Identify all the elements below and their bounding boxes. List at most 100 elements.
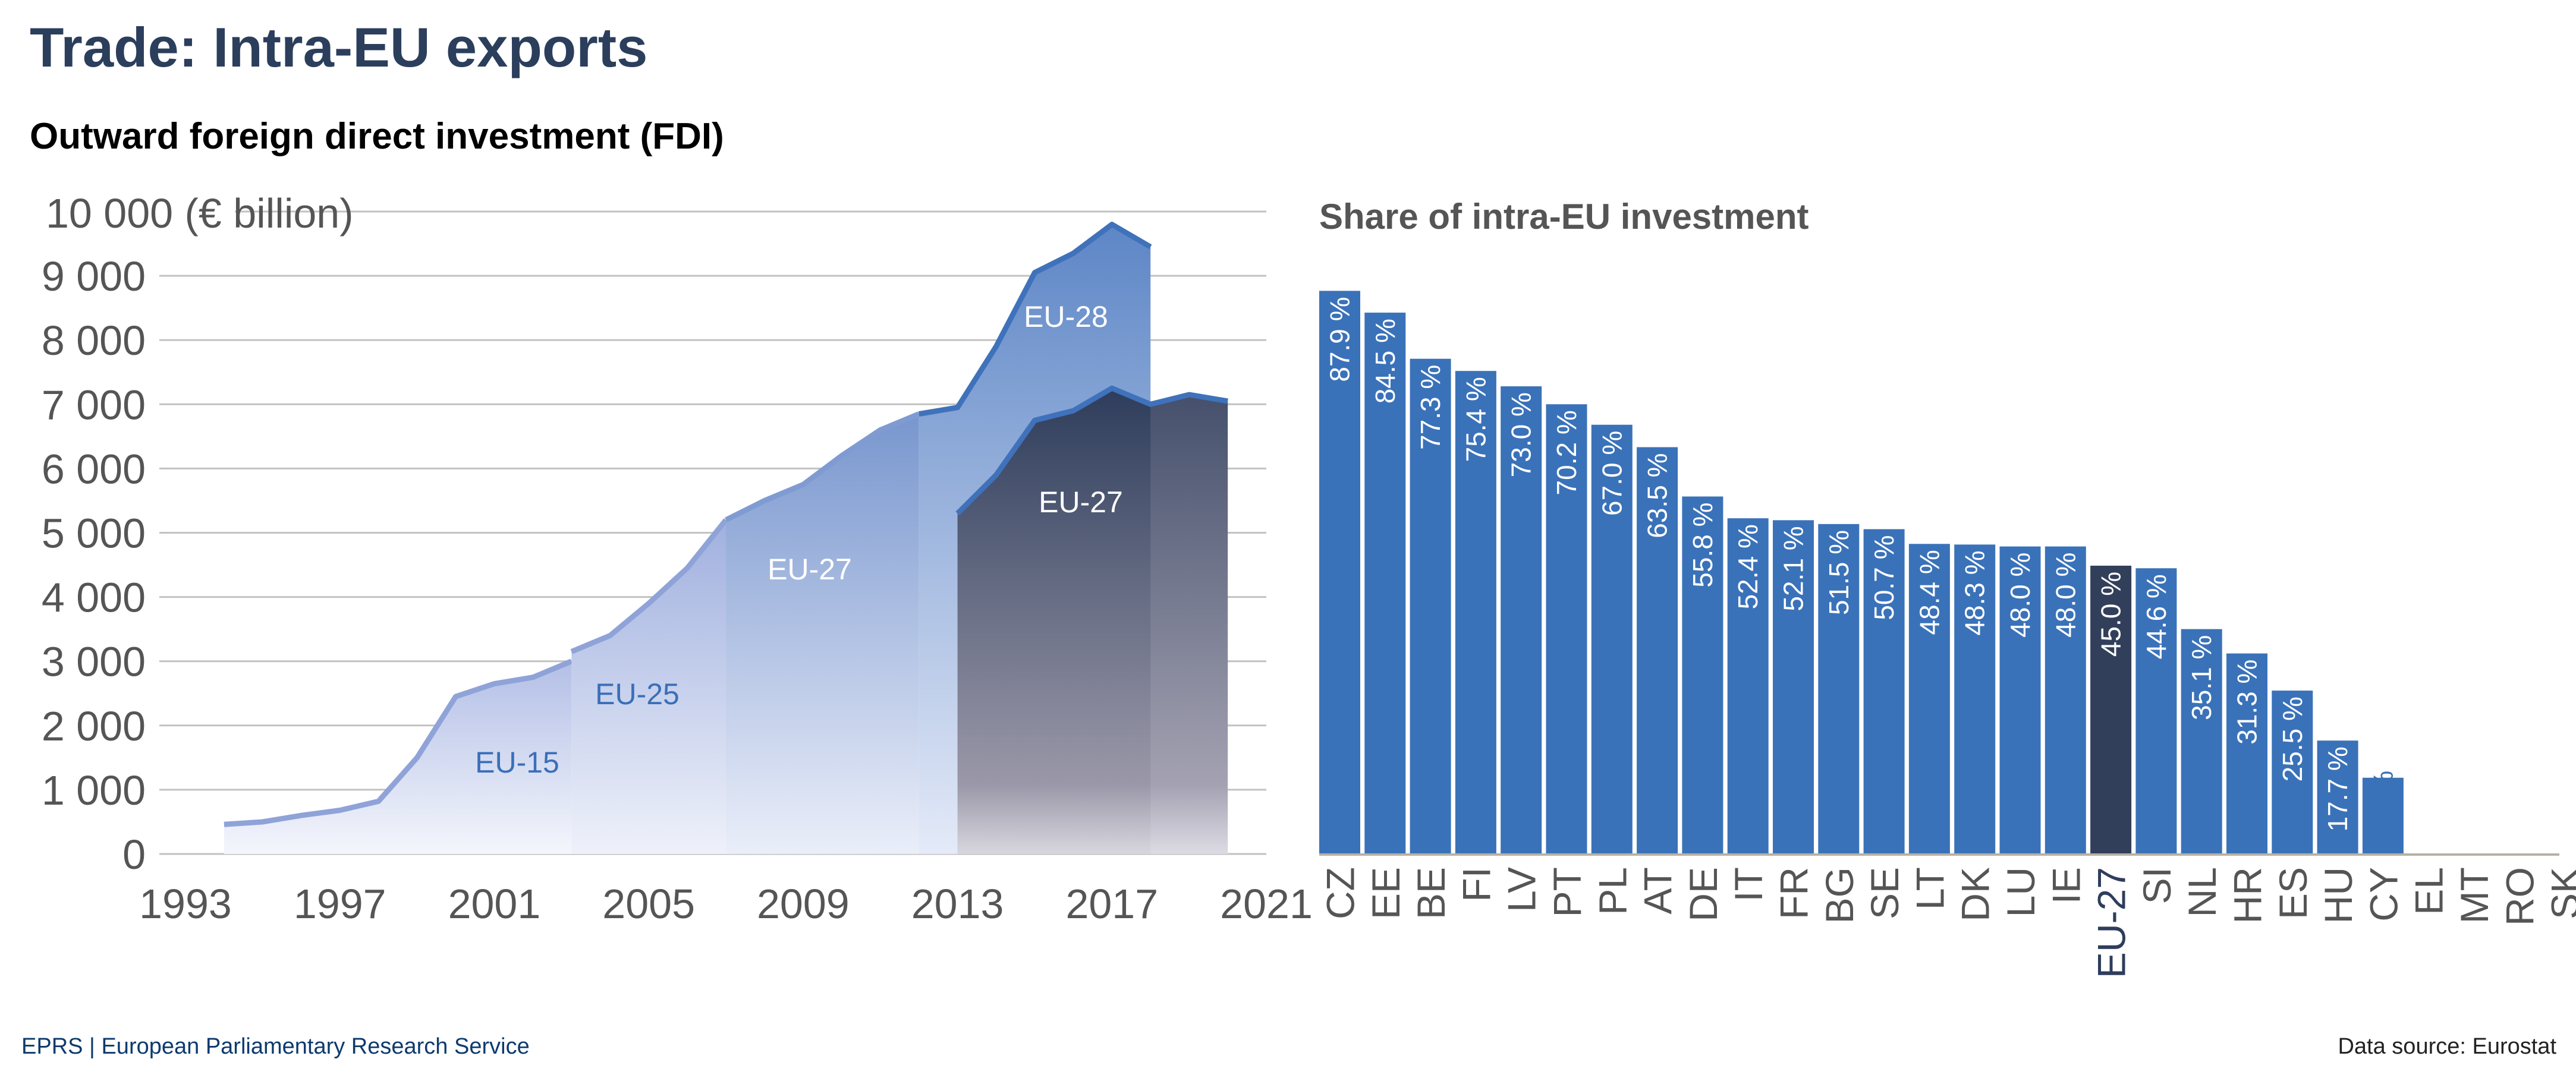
category-label-sk: SK [2543, 867, 2576, 919]
series-label: EU-15 [475, 746, 559, 779]
x-tick-label: 2017 [1065, 881, 1158, 927]
bar-value-label: 48.0 % [2005, 553, 2036, 638]
bar-nl [2181, 629, 2222, 854]
category-label-el: EL [2407, 867, 2451, 915]
share-bar-chart: Share of intra-EU investment 87.9 % 84.5 … [1319, 197, 2576, 978]
y-tick-label: 6 000 [42, 446, 146, 492]
bar-value-label: 17.7 % [2322, 746, 2353, 831]
area-series [224, 222, 1228, 854]
category-label-dk: DK [1954, 867, 1998, 922]
area-eu-27-tail [1150, 395, 1228, 854]
x-tick-label: 1997 [294, 881, 386, 927]
line-eu-15-0 [224, 658, 573, 827]
bar-cz [1319, 291, 1360, 854]
bar-value-label: 87.9 % [1325, 297, 1355, 382]
category-label-hu: HU [2316, 867, 2360, 923]
series-label: EU-27 [1039, 486, 1123, 519]
bar-value-label: 77.3 % [1415, 365, 1446, 450]
category-label-ro: RO [2498, 867, 2542, 926]
line-eu-25-1 [570, 518, 728, 654]
x-tick-label: 2013 [911, 881, 1004, 927]
fdi-area-chart: 0 1 000 2 000 3 000 4 000 5 000 6 000 7 000 8 00… [42, 190, 1313, 927]
bar-dk [1954, 544, 1996, 854]
bar-value-label: 25.5 % [2277, 696, 2308, 781]
bar-si [2135, 568, 2177, 854]
category-label-es: ES [2271, 867, 2315, 919]
bars [1319, 291, 2404, 854]
y-tick-label: 5 000 [42, 510, 146, 557]
category-label-ie: IE [2044, 867, 2088, 904]
bar-fi [1455, 371, 1496, 854]
bar-value-label: 67.0 % [1596, 431, 1627, 516]
bar-hu [2317, 740, 2358, 854]
area-eu-25-1 [571, 519, 726, 854]
bar-value-label: 44.6 % [2141, 574, 2172, 659]
bar-es [2272, 691, 2313, 854]
bar-value-label: 11.9 % [2367, 771, 2398, 854]
series-label: EU-27 [768, 553, 852, 586]
category-label-si: SI [2135, 867, 2179, 904]
series-label: EU-28 [1024, 300, 1108, 333]
category-label-cz: CZ [1319, 867, 1363, 919]
y-tick-label: 3 000 [42, 639, 146, 685]
footer-source-left: EPRS | European Parliamentary Research S… [21, 1034, 530, 1059]
bar-value-label: 73.0 % [1506, 392, 1537, 477]
bar-ie [2045, 546, 2086, 854]
bar-value-label: 35.1 % [2186, 635, 2217, 720]
x-tick-label: 2009 [757, 881, 850, 927]
bar-value-label: 51.5 % [1823, 530, 1854, 615]
y-tick-label: 8 000 [42, 317, 146, 364]
category-label-cy: CY [2361, 867, 2405, 922]
bar-value-label: 48.0 % [2050, 553, 2081, 638]
category-label-eu-27: EU-27 [2090, 867, 2134, 978]
category-label-pl: PL [1590, 867, 1634, 915]
series-label: EU-25 [595, 677, 680, 711]
y-tick-label: 7 000 [42, 382, 146, 428]
page-title: Trade: Intra-EU exports [30, 16, 647, 78]
category-label-pt: PT [1545, 867, 1589, 917]
bar-se [1863, 529, 1905, 854]
category-label-ee: EE [1364, 867, 1408, 919]
footer-source-right: Data source: Eurostat [2338, 1034, 2556, 1059]
category-label-at: AT [1636, 867, 1680, 914]
bar-hr [2226, 653, 2267, 854]
bar-value-label: 70.2 % [1551, 410, 1582, 495]
bar-value-label: 55.8 % [1687, 502, 1718, 587]
category-label-lt: LT [1908, 867, 1952, 910]
y-tick-label: 0 [122, 831, 146, 878]
x-tick-label: 2005 [602, 881, 695, 927]
bar-value-label: 50.7 % [1869, 535, 1899, 620]
bar-at [1637, 447, 1678, 854]
category-label-nl: NL [2180, 867, 2224, 917]
bar-ee [1364, 313, 1406, 854]
bar-value-label: 45.0 % [2096, 572, 2127, 657]
bar-pl [1591, 424, 1633, 854]
bar-value-label: 48.3 % [1959, 550, 1990, 635]
bar-cy [2362, 777, 2404, 854]
bar-value-labels: 87.9 % 84.5 % 77.3 % 75.4 % 73.0 % 70.2 % 67.0… [1325, 297, 2399, 853]
bar-value-label: 63.5 % [1642, 453, 1673, 538]
bar-lu [1999, 546, 2041, 854]
x-tick-label: 2021 [1220, 881, 1313, 927]
bar-de [1682, 496, 1723, 854]
bar-pt [1546, 404, 1587, 854]
page-subtitle: Outward foreign direct investment (FDI) [30, 116, 724, 157]
series-labels: EU-15 EU-25 EU-27 EU-28 EU-27 [475, 300, 1123, 779]
bar-value-label: 31.3 % [2232, 660, 2263, 745]
x-tick-label: 2001 [448, 881, 541, 927]
line-eu-27-4 [955, 385, 1228, 516]
y-tick-label: 2 000 [42, 703, 146, 749]
category-label-fi: FI [1454, 867, 1498, 902]
y-tick-label: 4 000 [42, 575, 146, 621]
bar-value-label: 52.1 % [1778, 526, 1809, 611]
category-label-it: IT [1726, 867, 1770, 902]
bar-category-labels: CZ EE BE FI LV PT PL AT DE IT FR BG SE LT DK LU IE EU-27 S… [1319, 867, 2576, 978]
bar-chart-title: Share of intra-EU investment [1319, 197, 1809, 237]
bar-fr [1773, 520, 1814, 854]
x-tick-label: 1993 [139, 881, 232, 927]
category-label-fr: FR [1772, 867, 1816, 919]
y-axis-labels: 0 1 000 2 000 3 000 4 000 5 000 6 000 7 000 8 00… [42, 253, 146, 878]
bar-value-label: 84.5 % [1370, 319, 1401, 404]
bar-eu-27 [2090, 565, 2132, 854]
